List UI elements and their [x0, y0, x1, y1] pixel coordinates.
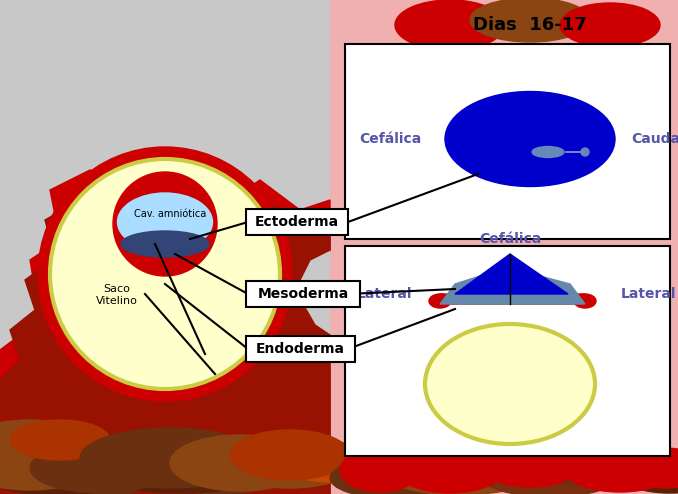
Ellipse shape: [30, 443, 170, 493]
Ellipse shape: [570, 448, 678, 488]
Ellipse shape: [0, 438, 110, 482]
Ellipse shape: [80, 428, 260, 488]
Ellipse shape: [230, 430, 350, 480]
Text: Lateral: Lateral: [620, 287, 676, 301]
Ellipse shape: [429, 294, 451, 308]
Text: Caudal: Caudal: [631, 132, 678, 146]
Polygon shape: [0, 195, 330, 494]
Polygon shape: [455, 254, 568, 294]
Ellipse shape: [100, 457, 260, 493]
Ellipse shape: [620, 457, 678, 493]
FancyBboxPatch shape: [246, 209, 348, 235]
Ellipse shape: [0, 465, 130, 494]
Bar: [345, 246, 670, 456]
Ellipse shape: [560, 3, 660, 47]
Text: Vitelino: Vitelino: [96, 296, 138, 306]
Ellipse shape: [480, 443, 580, 487]
Ellipse shape: [230, 448, 350, 488]
Polygon shape: [440, 276, 585, 304]
Text: Dias  16-17: Dias 16-17: [473, 16, 587, 34]
Ellipse shape: [340, 448, 420, 492]
Ellipse shape: [280, 442, 380, 482]
Polygon shape: [0, 170, 330, 494]
Circle shape: [50, 159, 280, 389]
Ellipse shape: [574, 294, 596, 308]
Ellipse shape: [395, 443, 505, 493]
Ellipse shape: [330, 458, 450, 494]
Ellipse shape: [445, 91, 615, 187]
Text: Endoderma: Endoderma: [256, 342, 344, 356]
Ellipse shape: [0, 420, 110, 490]
Ellipse shape: [430, 442, 570, 482]
Circle shape: [113, 172, 217, 276]
FancyBboxPatch shape: [246, 281, 360, 307]
Circle shape: [581, 148, 589, 156]
Text: Mesoderma: Mesoderma: [258, 287, 348, 301]
Bar: [330, 0, 678, 494]
Text: Lateral: Lateral: [357, 287, 413, 301]
Ellipse shape: [70, 440, 230, 490]
Ellipse shape: [10, 420, 110, 460]
Text: Cav. amniótica: Cav. amniótica: [134, 209, 206, 219]
Ellipse shape: [425, 324, 595, 444]
Text: Cefálica: Cefálica: [479, 232, 541, 246]
Ellipse shape: [625, 448, 678, 488]
Circle shape: [38, 147, 292, 401]
Polygon shape: [435, 294, 590, 304]
Ellipse shape: [170, 435, 310, 491]
Text: Cefálica: Cefálica: [359, 132, 421, 146]
Ellipse shape: [117, 193, 212, 251]
Ellipse shape: [395, 0, 505, 50]
Ellipse shape: [480, 453, 620, 494]
Ellipse shape: [0, 442, 170, 494]
Ellipse shape: [0, 452, 50, 488]
Text: Ectoderma: Ectoderma: [255, 215, 339, 229]
FancyBboxPatch shape: [246, 336, 355, 362]
Ellipse shape: [380, 445, 540, 494]
Ellipse shape: [121, 231, 209, 257]
Text: Saco: Saco: [104, 284, 130, 294]
Ellipse shape: [360, 442, 460, 478]
Ellipse shape: [150, 450, 290, 494]
Ellipse shape: [532, 147, 564, 158]
Ellipse shape: [535, 443, 665, 487]
Ellipse shape: [565, 448, 675, 492]
Ellipse shape: [470, 0, 590, 42]
Bar: [345, 44, 670, 239]
